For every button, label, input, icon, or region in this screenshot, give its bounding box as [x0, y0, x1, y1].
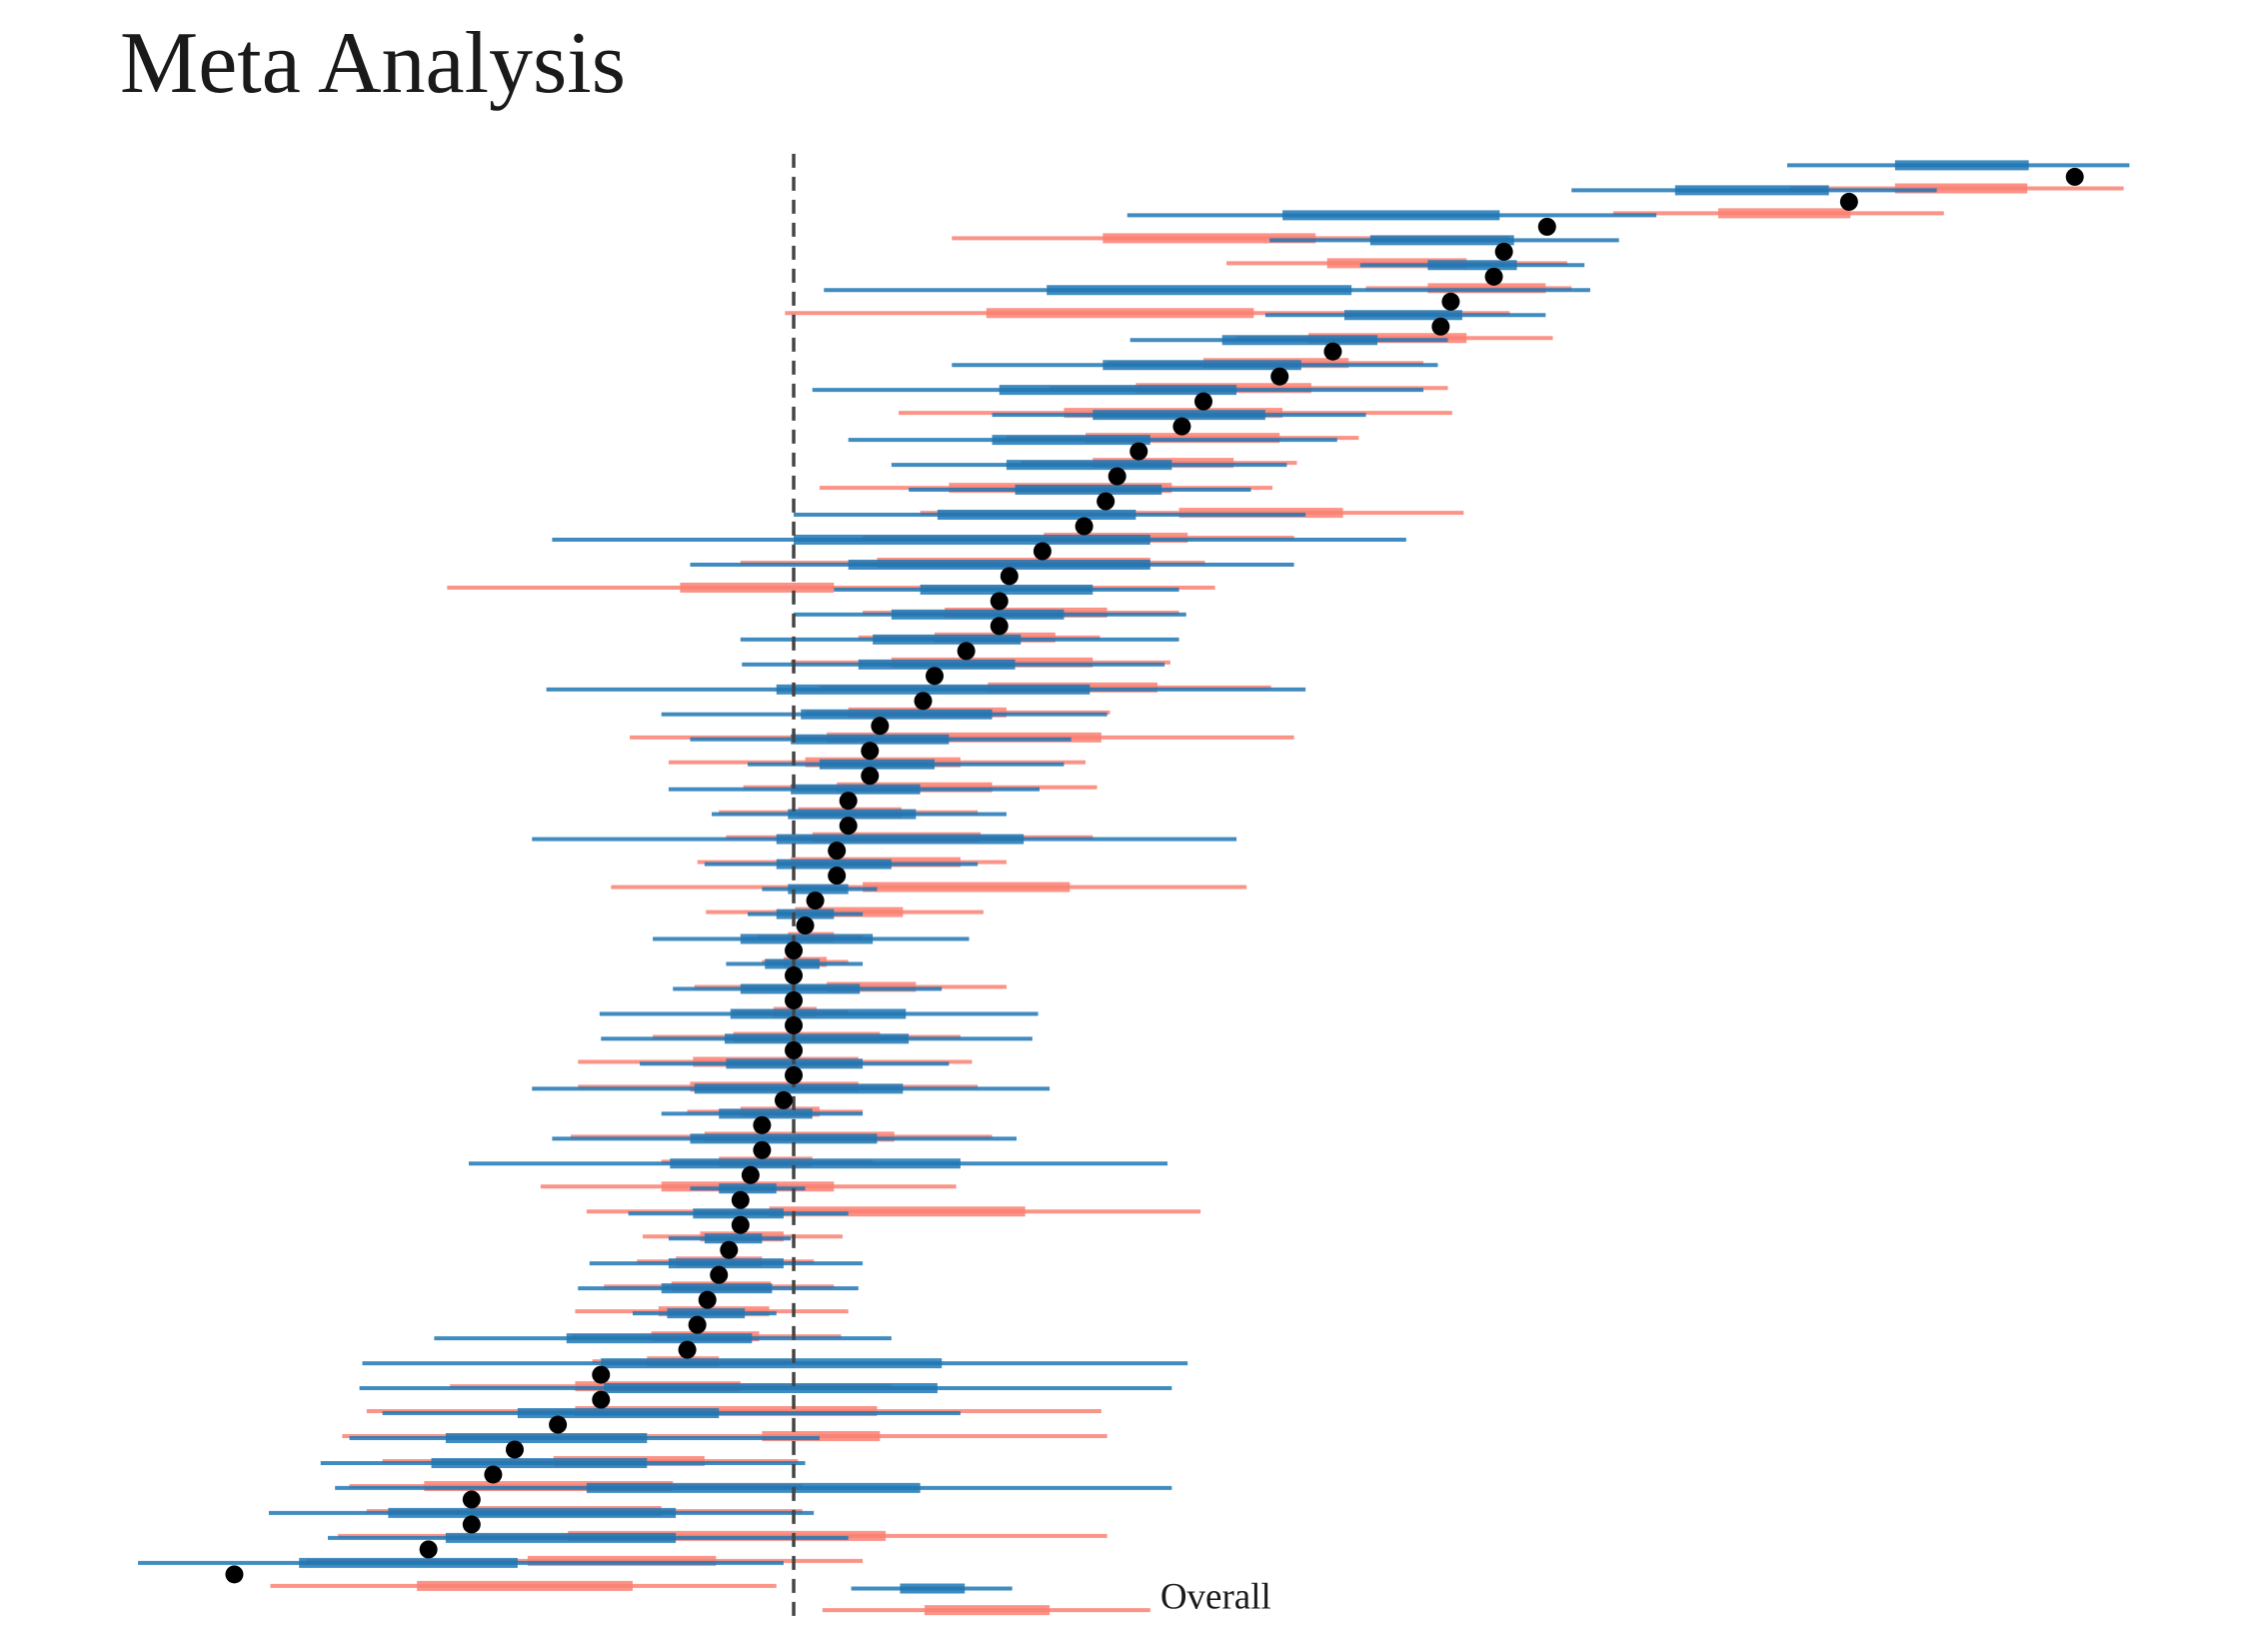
estimate-dot — [785, 1065, 804, 1084]
estimate-dot — [1075, 517, 1094, 536]
estimate-dot — [1129, 442, 1148, 461]
estimate-dot — [861, 742, 880, 761]
estimate-dot — [1839, 192, 1858, 211]
estimate-dot — [1033, 542, 1052, 561]
estimate-dot — [1494, 242, 1513, 261]
estimate-dot — [1193, 392, 1212, 411]
estimate-dot — [785, 941, 804, 960]
estimate-dot — [710, 1265, 729, 1284]
estimate-dot — [1537, 217, 1556, 236]
estimate-dot — [462, 1515, 481, 1534]
estimate-dot — [753, 1115, 772, 1134]
estimate-dot — [785, 1040, 804, 1059]
estimate-dot — [828, 866, 847, 885]
estimate-dot — [698, 1290, 717, 1309]
estimate-dot — [1431, 317, 1450, 336]
estimate-dot — [957, 642, 976, 661]
estimate-dot — [1108, 467, 1126, 486]
estimate-dot — [785, 990, 804, 1009]
estimate-dot — [419, 1540, 438, 1559]
estimate-dot — [592, 1365, 611, 1384]
chart-title: Meta Analysis — [120, 15, 626, 112]
estimate-dot — [688, 1315, 707, 1334]
estimate-dot — [731, 1215, 750, 1234]
estimate-dot — [505, 1440, 524, 1459]
estimate-dot — [990, 617, 1009, 636]
estimate-dot — [990, 592, 1009, 611]
estimate-dot — [871, 717, 890, 736]
estimate-dot — [1441, 292, 1460, 311]
estimate-dot — [1270, 367, 1289, 386]
estimate-dot — [1000, 567, 1019, 586]
estimate-dot — [2065, 167, 2084, 186]
estimate-dot — [785, 966, 804, 985]
estimate-dot — [720, 1240, 739, 1259]
estimate-dot — [839, 792, 858, 811]
estimate-dot — [462, 1490, 481, 1509]
estimate-dot — [806, 891, 825, 910]
estimate-dot — [753, 1140, 772, 1159]
estimate-dot — [549, 1415, 568, 1434]
estimate-dot — [731, 1190, 750, 1209]
estimate-dot — [678, 1340, 697, 1359]
estimate-dot — [1172, 417, 1191, 436]
estimate-dot — [926, 667, 944, 686]
estimate-dot — [225, 1565, 244, 1584]
estimate-dot — [839, 817, 858, 835]
estimate-dot — [861, 767, 880, 786]
estimate-dot — [785, 1015, 804, 1034]
estimate-dot — [484, 1465, 503, 1484]
estimate-dot — [1097, 492, 1116, 511]
estimate-dot — [796, 916, 815, 935]
estimate-dot — [828, 841, 847, 860]
estimate-dot — [1323, 342, 1342, 361]
estimate-dot — [914, 692, 933, 711]
estimate-dot — [774, 1090, 793, 1109]
estimate-dot — [592, 1390, 611, 1409]
overall-label: Overall — [1160, 1576, 1271, 1617]
estimate-dot — [741, 1165, 760, 1184]
estimate-dot — [1484, 267, 1503, 286]
